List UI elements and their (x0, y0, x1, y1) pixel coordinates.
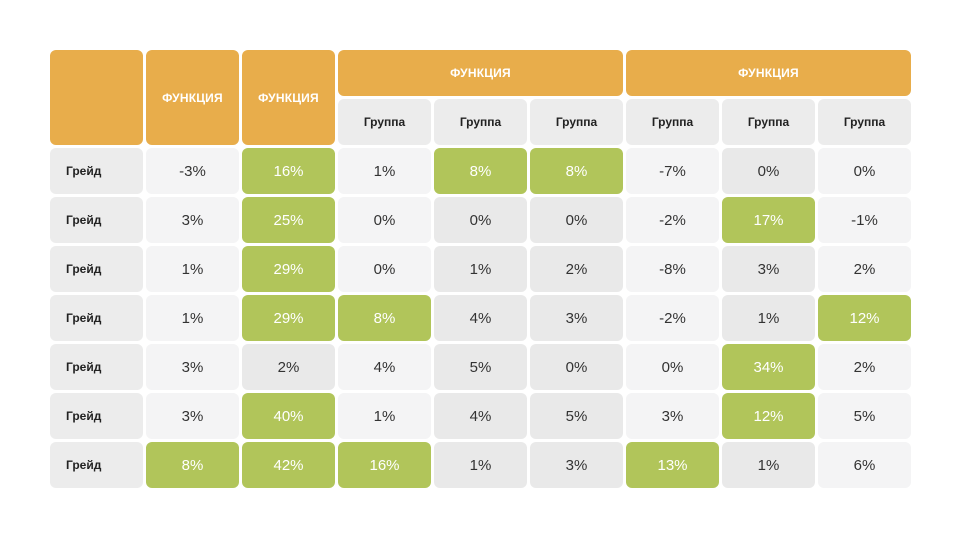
table-cell: 0% (722, 148, 815, 194)
table-cell-highlighted: 16% (242, 148, 335, 194)
table-cell: -7% (626, 148, 719, 194)
table-cell: 1% (146, 246, 239, 292)
row-label: Грейд (50, 295, 143, 341)
table-cell-highlighted: 40% (242, 393, 335, 439)
data-table: ФУНКЦИЯ ФУНКЦИЯ ФУНКЦИЯ ФУНКЦИЯ Группа Г… (50, 50, 911, 488)
table-cell: 0% (434, 197, 527, 243)
table-cell: 6% (818, 442, 911, 488)
table-cell-highlighted: 8% (530, 148, 623, 194)
corner-header-cell (50, 50, 143, 145)
table-cell: 2% (242, 344, 335, 390)
table-cell: 4% (338, 344, 431, 390)
subheader-group: Группа (434, 99, 527, 145)
row-label: Грейд (50, 197, 143, 243)
table-cell-highlighted: 8% (146, 442, 239, 488)
table-cell-highlighted: 16% (338, 442, 431, 488)
table-cell: 1% (722, 295, 815, 341)
table-cell: 3% (146, 197, 239, 243)
table-cell: 0% (626, 344, 719, 390)
table-cell: 1% (434, 442, 527, 488)
table-cell: 3% (530, 442, 623, 488)
table-cell: 1% (338, 148, 431, 194)
table-cell: -1% (818, 197, 911, 243)
table-cell: 5% (434, 344, 527, 390)
subheader-group: Группа (818, 99, 911, 145)
table-cell: 3% (146, 393, 239, 439)
header-function-2: ФУНКЦИЯ (242, 50, 335, 145)
table-cell-highlighted: 12% (818, 295, 911, 341)
table-cell: 0% (338, 197, 431, 243)
table-cell: -8% (626, 246, 719, 292)
table-cell: 5% (530, 393, 623, 439)
table-cell: 0% (530, 344, 623, 390)
row-label: Грейд (50, 393, 143, 439)
table-cell-highlighted: 13% (626, 442, 719, 488)
header-function-group-a: ФУНКЦИЯ (338, 50, 623, 96)
table-cell: -2% (626, 197, 719, 243)
table-cell-highlighted: 34% (722, 344, 815, 390)
table-cell: 2% (818, 344, 911, 390)
table-cell: 1% (338, 393, 431, 439)
table-cell-highlighted: 25% (242, 197, 335, 243)
header-function-group-b: ФУНКЦИЯ (626, 50, 911, 96)
subheader-group: Группа (626, 99, 719, 145)
table-cell: 2% (530, 246, 623, 292)
row-label: Грейд (50, 246, 143, 292)
table-cell-highlighted: 29% (242, 246, 335, 292)
table-cell: -3% (146, 148, 239, 194)
header-function-1: ФУНКЦИЯ (146, 50, 239, 145)
table-cell-highlighted: 17% (722, 197, 815, 243)
table-cell-highlighted: 8% (434, 148, 527, 194)
subheader-group: Группа (722, 99, 815, 145)
row-label: Грейд (50, 344, 143, 390)
subheader-group: Группа (530, 99, 623, 145)
table-cell: 4% (434, 393, 527, 439)
table-cell-highlighted: 29% (242, 295, 335, 341)
table-cell: 0% (818, 148, 911, 194)
table-cell-highlighted: 8% (338, 295, 431, 341)
table-cell: 3% (626, 393, 719, 439)
table-cell: -2% (626, 295, 719, 341)
table-cell-highlighted: 42% (242, 442, 335, 488)
subheader-group: Группа (338, 99, 431, 145)
table-cell: 5% (818, 393, 911, 439)
table-cell: 4% (434, 295, 527, 341)
table-cell: 1% (146, 295, 239, 341)
row-label: Грейд (50, 442, 143, 488)
table-cell: 2% (818, 246, 911, 292)
table-cell: 1% (434, 246, 527, 292)
table-cell-highlighted: 12% (722, 393, 815, 439)
table-cell: 3% (146, 344, 239, 390)
table-cell: 3% (530, 295, 623, 341)
table-cell: 3% (722, 246, 815, 292)
table-cell: 0% (530, 197, 623, 243)
row-label: Грейд (50, 148, 143, 194)
table-cell: 1% (722, 442, 815, 488)
table-cell: 0% (338, 246, 431, 292)
